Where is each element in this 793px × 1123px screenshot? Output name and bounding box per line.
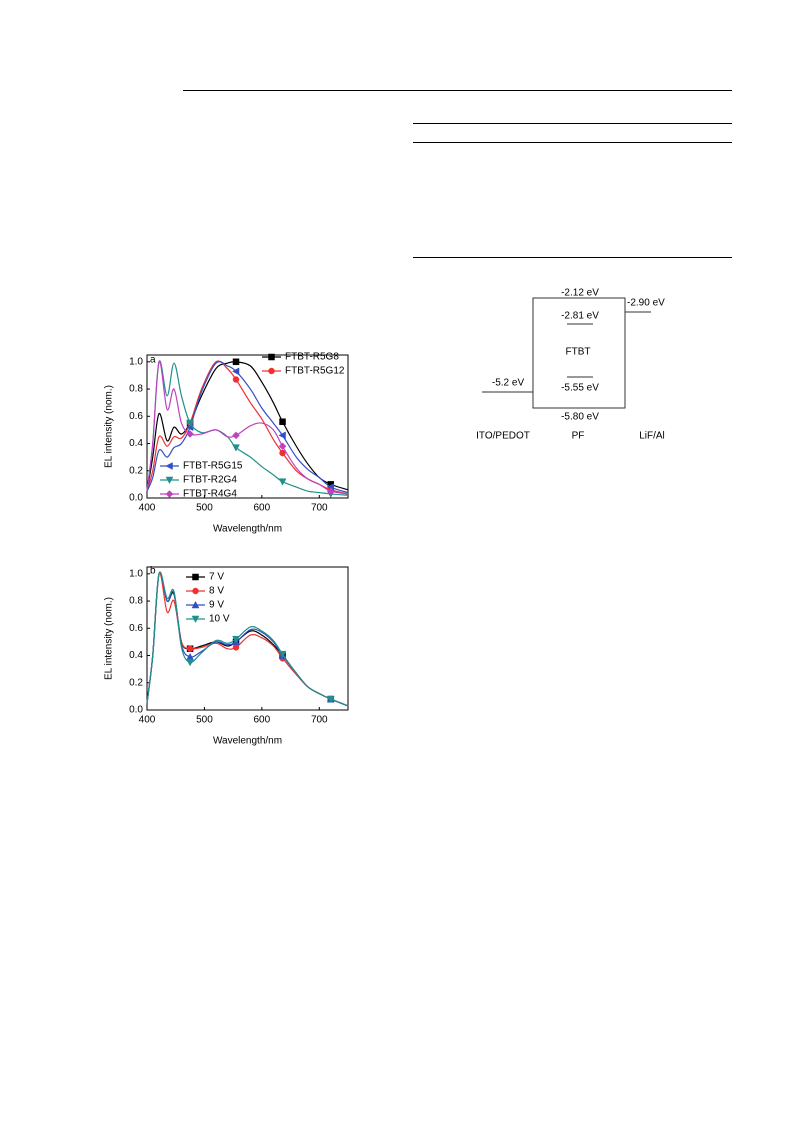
y-tick-label: 0.8 bbox=[129, 384, 143, 395]
y-tick-label: 1.0 bbox=[129, 356, 143, 367]
marker bbox=[268, 353, 275, 361]
marker bbox=[326, 487, 335, 496]
marker bbox=[186, 430, 194, 438]
y-tick-label: 0.2 bbox=[129, 465, 143, 476]
series-line bbox=[146, 360, 349, 496]
level-label: -5.2 eV bbox=[492, 378, 525, 389]
material-label: FTBT bbox=[566, 347, 591, 358]
legend-label: 7 V bbox=[209, 572, 224, 583]
y-tick-label: 0.6 bbox=[129, 623, 143, 634]
legend-label: 8 V bbox=[209, 586, 224, 597]
x-tick-label: 700 bbox=[311, 715, 328, 726]
marker bbox=[165, 476, 174, 485]
series-line bbox=[146, 571, 349, 707]
level-label: -5.80 eV bbox=[561, 412, 599, 423]
panel-label: b bbox=[150, 566, 156, 577]
marker bbox=[278, 650, 287, 659]
x-tick-label: 700 bbox=[311, 503, 328, 514]
x-tick-label: 600 bbox=[254, 715, 271, 726]
legend-label: 9 V bbox=[209, 600, 224, 611]
y-tick-label: 0.8 bbox=[129, 596, 143, 607]
layer-label: LiF/Al bbox=[639, 431, 665, 442]
level-label: -2.90 eV bbox=[627, 298, 665, 309]
marker bbox=[165, 462, 173, 470]
legend-label: FTBT-R4G4 bbox=[183, 489, 237, 500]
x-tick-label: 500 bbox=[196, 503, 213, 514]
x-axis-label: Wavelength/nm bbox=[213, 736, 282, 747]
marker bbox=[186, 645, 194, 652]
marker bbox=[232, 444, 240, 452]
series-line bbox=[146, 571, 349, 707]
marker bbox=[192, 587, 199, 595]
plot-frame bbox=[146, 566, 349, 711]
series-line bbox=[146, 361, 349, 492]
layer-label: ITO/PEDOT bbox=[476, 431, 530, 442]
marker bbox=[232, 431, 240, 440]
marker bbox=[231, 367, 240, 376]
y-tick-label: 1.0 bbox=[129, 568, 143, 579]
level-label: -2.81 eV bbox=[561, 311, 599, 322]
series-line bbox=[146, 361, 349, 495]
marker bbox=[268, 367, 275, 375]
pf-box bbox=[532, 297, 626, 409]
series-line bbox=[146, 572, 349, 707]
y-tick-label: 0.2 bbox=[129, 677, 143, 688]
x-axis-label: Wavelength/nm bbox=[213, 524, 282, 535]
series-line bbox=[146, 571, 349, 707]
x-tick-label: 500 bbox=[196, 715, 213, 726]
y-axis-label: EL intensity (nom.) bbox=[104, 385, 115, 468]
level-label: -2.12 eV bbox=[561, 288, 599, 299]
marker bbox=[326, 695, 335, 704]
y-tick-label: 0.4 bbox=[129, 438, 143, 449]
marker bbox=[278, 431, 286, 440]
series-line bbox=[146, 360, 349, 494]
y-tick-label: 0.0 bbox=[129, 705, 143, 716]
marker bbox=[278, 442, 287, 451]
marker bbox=[232, 635, 240, 644]
y-tick-label: 0.4 bbox=[129, 650, 143, 661]
x-tick-label: 400 bbox=[139, 503, 156, 514]
marker bbox=[191, 600, 200, 609]
marker bbox=[232, 358, 240, 366]
marker bbox=[278, 478, 287, 486]
marker bbox=[232, 644, 240, 651]
marker bbox=[186, 419, 194, 428]
x-tick-label: 400 bbox=[139, 715, 156, 726]
marker bbox=[186, 659, 194, 667]
layer-label: PF bbox=[572, 431, 585, 442]
marker bbox=[165, 490, 174, 498]
legend-label: 10 V bbox=[209, 614, 230, 625]
y-tick-label: 0.6 bbox=[129, 411, 143, 422]
marker bbox=[232, 376, 240, 383]
level-label: -5.55 eV bbox=[561, 383, 599, 394]
y-tick-label: 0.0 bbox=[129, 493, 143, 504]
legend-label: FTBT-R2G4 bbox=[183, 475, 237, 486]
legend-label: FTBT-R5G8 bbox=[285, 352, 339, 363]
marker bbox=[191, 615, 200, 624]
legend-label: FTBT-R5G15 bbox=[183, 461, 243, 472]
marker bbox=[192, 573, 199, 581]
marker bbox=[279, 449, 286, 457]
y-axis-label: EL intensity (nom.) bbox=[104, 597, 115, 680]
marker bbox=[279, 418, 286, 425]
plot-frame bbox=[146, 354, 349, 499]
energy-diagram bbox=[482, 297, 651, 409]
x-tick-label: 600 bbox=[254, 503, 271, 514]
legend-label: FTBT-R5G12 bbox=[285, 366, 345, 377]
panel-label: a bbox=[150, 355, 156, 366]
